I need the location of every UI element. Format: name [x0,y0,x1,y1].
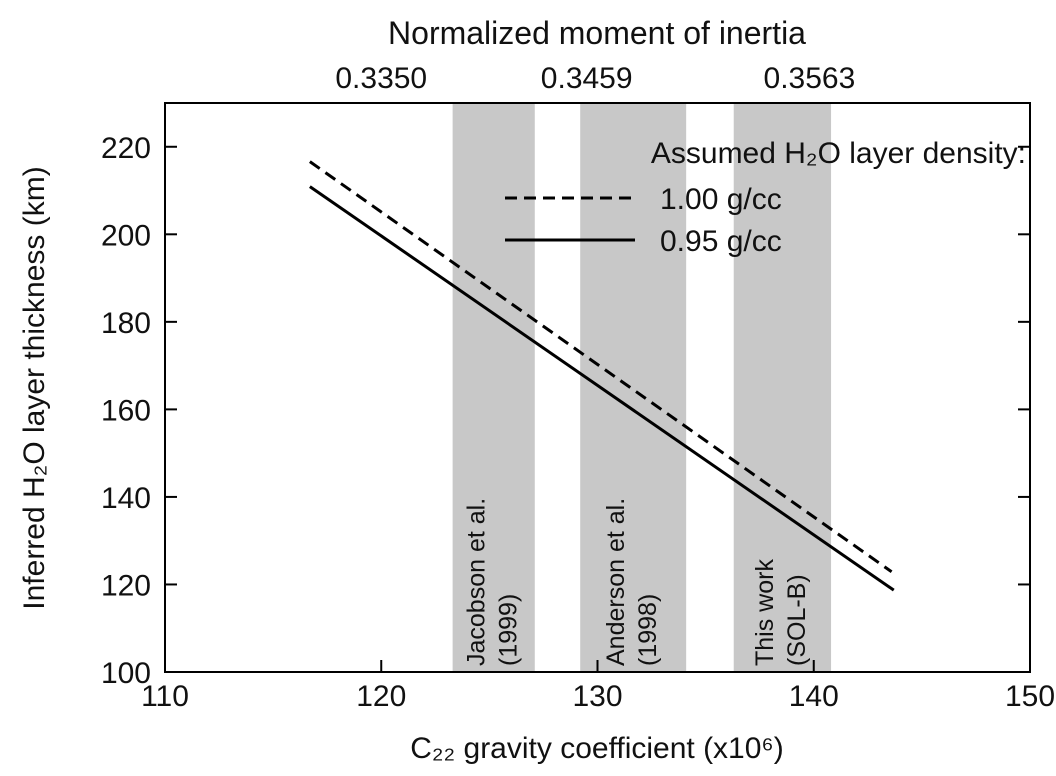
band [580,103,687,672]
y-tick-label: 140 [101,482,151,515]
band-label: Anderson et al. [602,498,630,666]
y-tick-label: 180 [101,307,151,340]
x2-tick-label: 0.3563 [764,62,856,95]
legend-title: Assumed H₂O layer density: [651,137,1026,170]
legend-label: 1.00 g/cc [660,183,782,216]
x-tick-label: 110 [141,680,189,713]
band-label: This work [751,559,779,666]
y-tick-label: 100 [101,657,151,690]
band-label: (1999) [494,594,522,666]
series-line [309,185,895,592]
y-tick-label: 200 [101,219,151,252]
band [452,103,535,672]
x-tick-label: 130 [572,680,622,713]
band-label: Jacobson et al. [462,498,490,666]
series-line [309,160,893,573]
y-tick-label: 160 [101,394,151,427]
legend-label: 0.95 g/cc [660,225,782,258]
x-tick-label: 150 [1005,680,1055,713]
y-tick-label: 120 [101,569,151,602]
x2-tick-label: 0.3350 [335,62,427,95]
x2-tick-label: 0.3459 [541,62,633,95]
x-tick-label: 120 [356,680,406,713]
y-tick-label: 220 [101,132,151,165]
x-tick-label: 140 [789,680,839,713]
x-axis-title: C₂₂ gravity coefficient (x10⁶) [410,732,784,765]
chart-title: Normalized moment of inertia [388,15,806,51]
band-label: (1998) [634,594,662,666]
band [733,103,832,672]
band-label: (SOL-B) [783,574,811,666]
y-axis-title: Inferred H₂O layer thickness (km) [18,166,51,609]
